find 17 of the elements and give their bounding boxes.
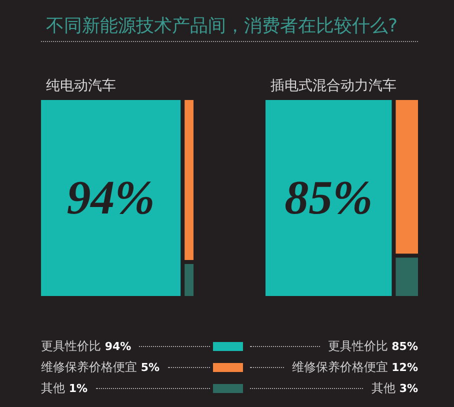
category-label: 更具性价比 [328, 339, 388, 353]
data-label: 94% [104, 340, 132, 353]
data-label: 3% [399, 382, 418, 395]
text: 不同新能源技术产品间，消费者在比较什么? [46, 16, 398, 36]
category-label: 维修保养价格便宜 [41, 360, 137, 374]
category-label: 其他 [371, 381, 396, 395]
data-label: 12% [392, 361, 418, 374]
data-label: 5% [140, 361, 160, 374]
text: 94% [66, 172, 155, 224]
category-label: 更具性价比 [41, 339, 101, 353]
category-label: 维修保养价格便宜 [292, 360, 388, 374]
text: 插电式混合动力汽车 [270, 78, 396, 94]
category-label: 其他 [41, 381, 65, 395]
data-label: 85% [392, 340, 418, 353]
text: 纯电动汽车 [46, 78, 116, 94]
text: 85% [284, 172, 373, 224]
data-label: 1% [68, 382, 88, 395]
